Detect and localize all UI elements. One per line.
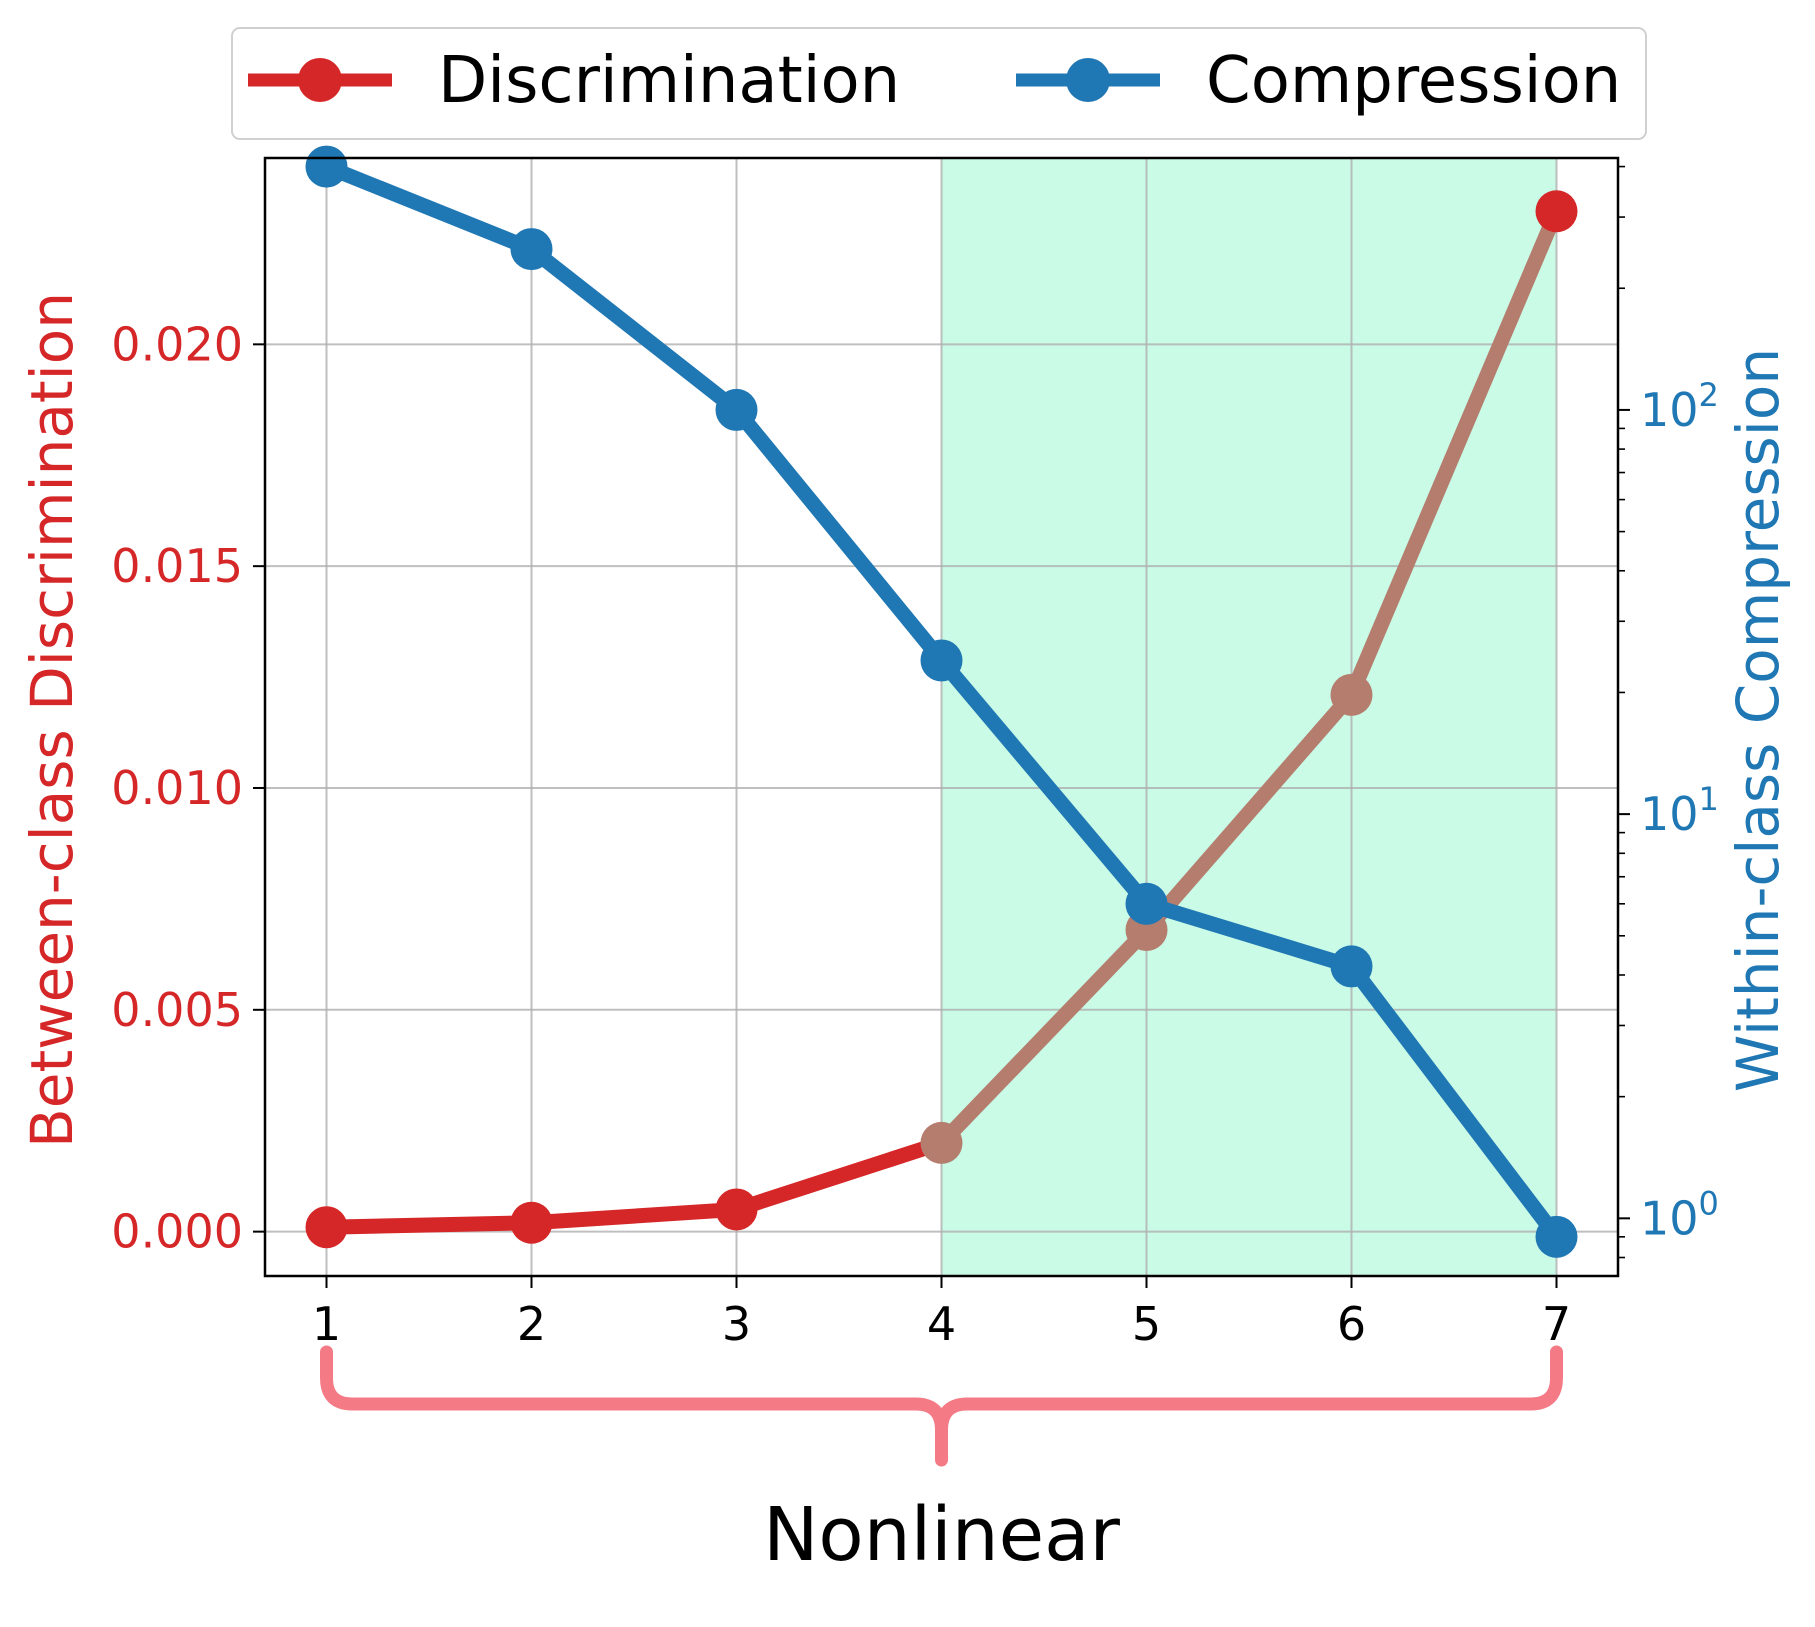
discrimination-point-6: [1330, 673, 1373, 716]
legend-label-compression: Compression: [1206, 44, 1621, 118]
discrimination-line-segment-6: [1344, 203, 1564, 703]
y-left-tick-label-5: 0.020: [111, 317, 243, 371]
compression-point-2: [510, 228, 553, 271]
y-left-tick-label-3: 0.010: [111, 761, 243, 815]
nonlinear-bracket: Nonlinear: [320, 1345, 1563, 1578]
compression-point-3: [715, 388, 758, 431]
discrimination-point-7: [1535, 190, 1578, 233]
y-left-tick-label-2: 0.005: [111, 983, 243, 1037]
y-axis-right-title: Within-class Compression: [1724, 348, 1792, 1092]
discrimination-point-2: [510, 1201, 553, 1244]
discrimination-point-3: [715, 1188, 758, 1231]
compression-point-5: [1125, 882, 1168, 925]
series-point-layer: [305, 145, 1578, 1258]
y-right-tick-exponent-3: 2: [1699, 376, 1719, 414]
x-tick-label-2: 2: [517, 1297, 546, 1351]
legend-swatch-compression-marker: [1066, 58, 1110, 102]
discrimination-point-4: [920, 1121, 963, 1164]
y-right-tick-label-1: 100: [1640, 1184, 1719, 1245]
y-right-tick-label-2: 101: [1640, 780, 1719, 841]
x-tick-label-6: 6: [1337, 1297, 1366, 1351]
x-tick-label-7: 7: [1542, 1297, 1571, 1351]
x-tick-label-4: 4: [927, 1297, 956, 1351]
y-right-tick-label-3: 102: [1640, 376, 1719, 437]
discrimination-line-segment-2: [524, 1201, 744, 1231]
discrimination-line-segment-4: [934, 922, 1154, 1151]
discrimination-point-1: [305, 1206, 348, 1249]
compression-point-4: [920, 639, 963, 682]
discrimination-line-segment-5: [1139, 687, 1359, 938]
legend-label-discrimination: Discrimination: [438, 44, 900, 118]
y-right-tick-exponent-2: 1: [1699, 780, 1719, 818]
compression-point-6: [1330, 945, 1373, 988]
y-left-tick-label-1: 0.000: [111, 1205, 243, 1259]
discrimination-line-segment-3: [729, 1135, 949, 1217]
y-right-tick-exponent-1: 0: [1699, 1184, 1719, 1222]
tick-layer: 1 2 3 4 5 6 70.0000.0050.0100.0150.02010010110…: [111, 165, 1719, 1351]
y-left-tick-label-4: 0.015: [111, 539, 243, 593]
legend-swatch-discrimination-marker: [298, 58, 342, 102]
grid-layer: [265, 158, 1618, 1276]
compression-point-7: [1535, 1215, 1578, 1258]
discrimination-line-segment-1: [319, 1215, 539, 1235]
x-tick-label-1: 1: [312, 1297, 341, 1351]
compression-point-1: [305, 145, 348, 188]
x-tick-label-5: 5: [1132, 1297, 1161, 1351]
legend: Discrimination Compression: [231, 27, 1647, 140]
bracket-label: Nonlinear: [763, 1492, 1120, 1578]
y-axis-left-title: Between-class Discrimination: [18, 292, 86, 1148]
bracket-shape: [320, 1345, 1563, 1467]
x-tick-label-3: 3: [722, 1297, 751, 1351]
legend-box: [231, 27, 1647, 140]
